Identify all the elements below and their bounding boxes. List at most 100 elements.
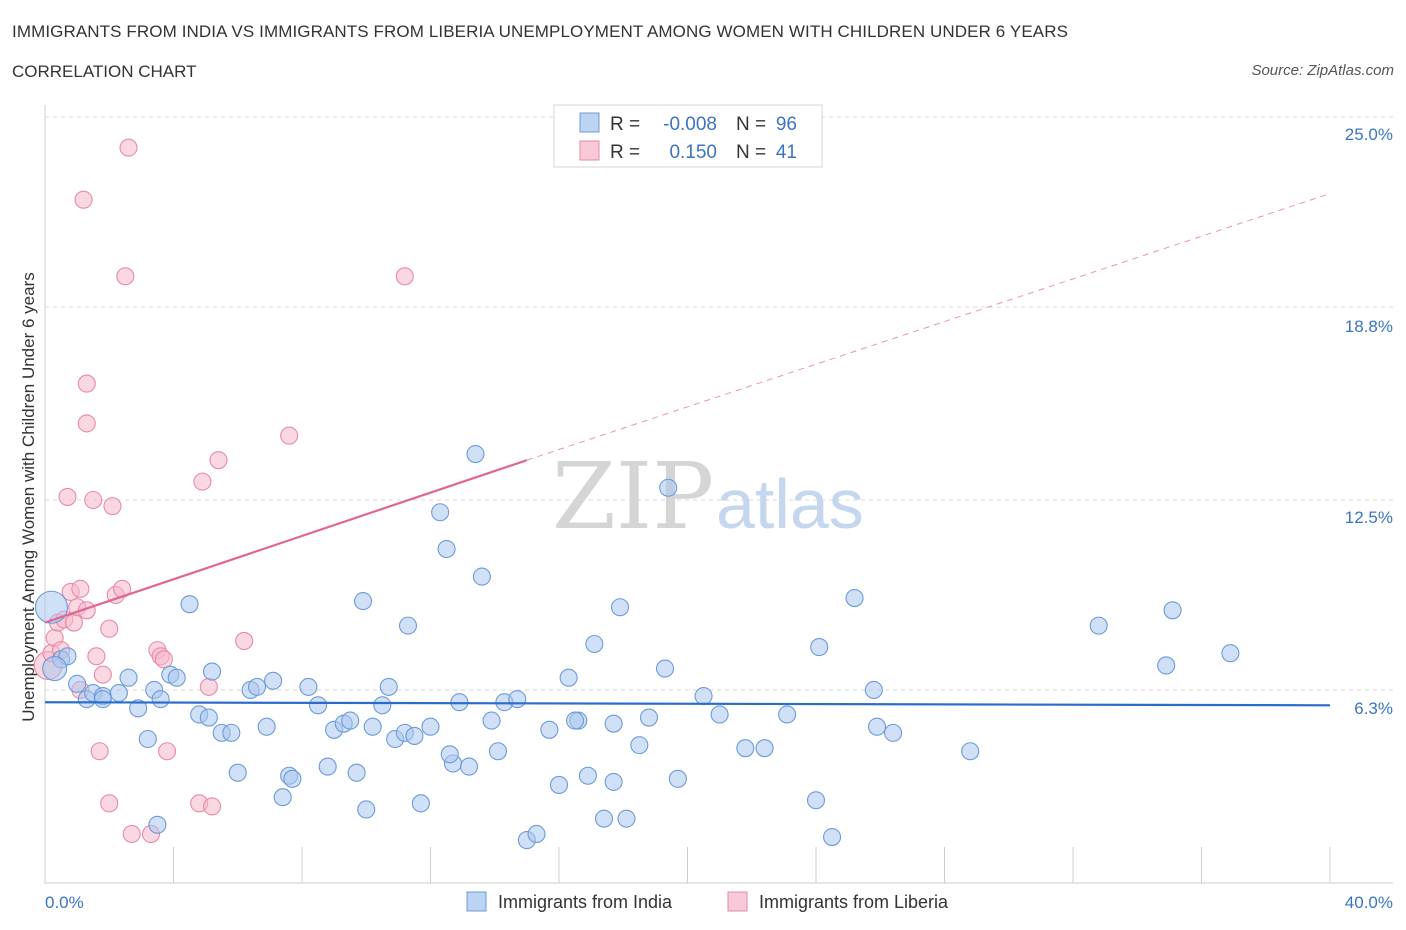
india-point: [42, 655, 68, 682]
india-point: [437, 539, 456, 559]
india-point: [466, 444, 485, 464]
india-point: [594, 809, 614, 828]
axes: [44, 105, 1393, 884]
liberia-point: [193, 472, 212, 491]
india-point: [405, 726, 424, 745]
india-point: [961, 742, 980, 761]
legend-swatch-liberia: [579, 140, 600, 161]
liberia-point: [84, 490, 103, 510]
liberia-point: [203, 797, 222, 816]
legend-liberia-n-value: 41: [776, 142, 797, 163]
liberia-point: [395, 267, 414, 286]
india-point: [604, 714, 623, 733]
india-point: [264, 671, 283, 690]
india-point: [867, 717, 887, 736]
liberia-point: [209, 451, 228, 470]
india-point: [411, 794, 430, 813]
india-point: [68, 674, 87, 693]
liberia-point: [77, 414, 96, 433]
india-point: [540, 720, 559, 739]
liberia-trend-line: [44, 459, 528, 624]
india-point: [93, 690, 112, 709]
india-point: [459, 757, 479, 776]
watermark-zip: ZIP: [552, 443, 714, 550]
data-points: [33, 138, 1240, 850]
legend-india-n-label: N =: [736, 114, 766, 135]
india-point: [421, 717, 440, 736]
india-point: [585, 634, 604, 654]
india-point: [119, 668, 138, 687]
india-point: [257, 717, 276, 736]
india-point: [778, 705, 797, 724]
india-point: [247, 677, 267, 696]
india-point: [34, 590, 68, 624]
liberia-point: [122, 824, 141, 844]
india-point: [736, 739, 755, 758]
liberia-trend-extension: [526, 193, 1331, 461]
liberia-point: [90, 742, 109, 761]
india-point: [357, 800, 376, 819]
india-point: [845, 588, 864, 608]
india-point: [273, 788, 292, 807]
india-point: [566, 711, 585, 730]
india-point: [482, 711, 501, 730]
india-point: [1221, 644, 1240, 663]
x-tick-label-min: 0.0%: [45, 893, 84, 912]
india-point: [610, 598, 630, 617]
legend-india-n-value: 96: [776, 114, 797, 135]
india-point: [578, 766, 597, 785]
india-trend-line: [44, 701, 1331, 707]
india-point: [884, 723, 903, 742]
india-point: [151, 690, 170, 709]
india-point: [559, 668, 578, 687]
bottom-legend-india: Immigrants from India: [498, 892, 673, 912]
bottom-legend: Immigrants from India Immigrants from Li…: [466, 891, 949, 912]
india-point: [373, 696, 392, 715]
india-point: [1157, 656, 1176, 675]
bottom-legend-swatch-india: [466, 891, 487, 912]
watermark-atlas: atlas: [716, 465, 864, 543]
legend-liberia-r-value: 0.150: [669, 142, 717, 163]
india-point: [630, 736, 649, 755]
india-point: [129, 699, 148, 718]
y-axis-label: Unemployment Among Women with Children U…: [19, 272, 38, 721]
liberia-point: [93, 665, 112, 684]
india-point: [203, 662, 222, 681]
india-point: [180, 595, 199, 614]
india-point: [655, 659, 675, 678]
legend-india-r-label: R =: [610, 114, 640, 135]
india-point: [806, 791, 826, 810]
india-point: [299, 677, 318, 696]
india-point: [864, 680, 883, 700]
liberia-point: [71, 579, 90, 598]
liberia-point: [103, 497, 122, 516]
india-point: [398, 616, 418, 635]
liberia-point: [100, 794, 119, 813]
legend-india-r-value: -0.008: [663, 114, 717, 135]
india-point: [755, 739, 774, 758]
india-point: [363, 717, 382, 736]
india-point: [668, 769, 687, 788]
india-point: [1089, 616, 1108, 635]
india-point: [1163, 601, 1182, 620]
india-point: [810, 638, 829, 657]
liberia-point: [154, 650, 173, 669]
india-point: [617, 809, 636, 828]
india-point: [138, 729, 157, 749]
india-point: [347, 763, 366, 782]
legend-swatch-india: [579, 112, 600, 133]
gridlines: [45, 116, 1393, 691]
chart-title: IMMIGRANTS FROM INDIA VS IMMIGRANTS FROM…: [12, 22, 1069, 41]
india-point: [431, 503, 450, 522]
india-point: [549, 775, 569, 795]
x-tick-label-max: 40.0%: [1345, 893, 1393, 912]
india-point: [659, 478, 678, 497]
india-point: [488, 742, 508, 761]
liberia-point: [158, 742, 177, 761]
india-point: [148, 815, 167, 834]
india-point: [379, 677, 398, 696]
bottom-legend-liberia: Immigrants from Liberia: [759, 892, 949, 912]
india-point: [604, 772, 623, 791]
india-point: [318, 757, 337, 776]
